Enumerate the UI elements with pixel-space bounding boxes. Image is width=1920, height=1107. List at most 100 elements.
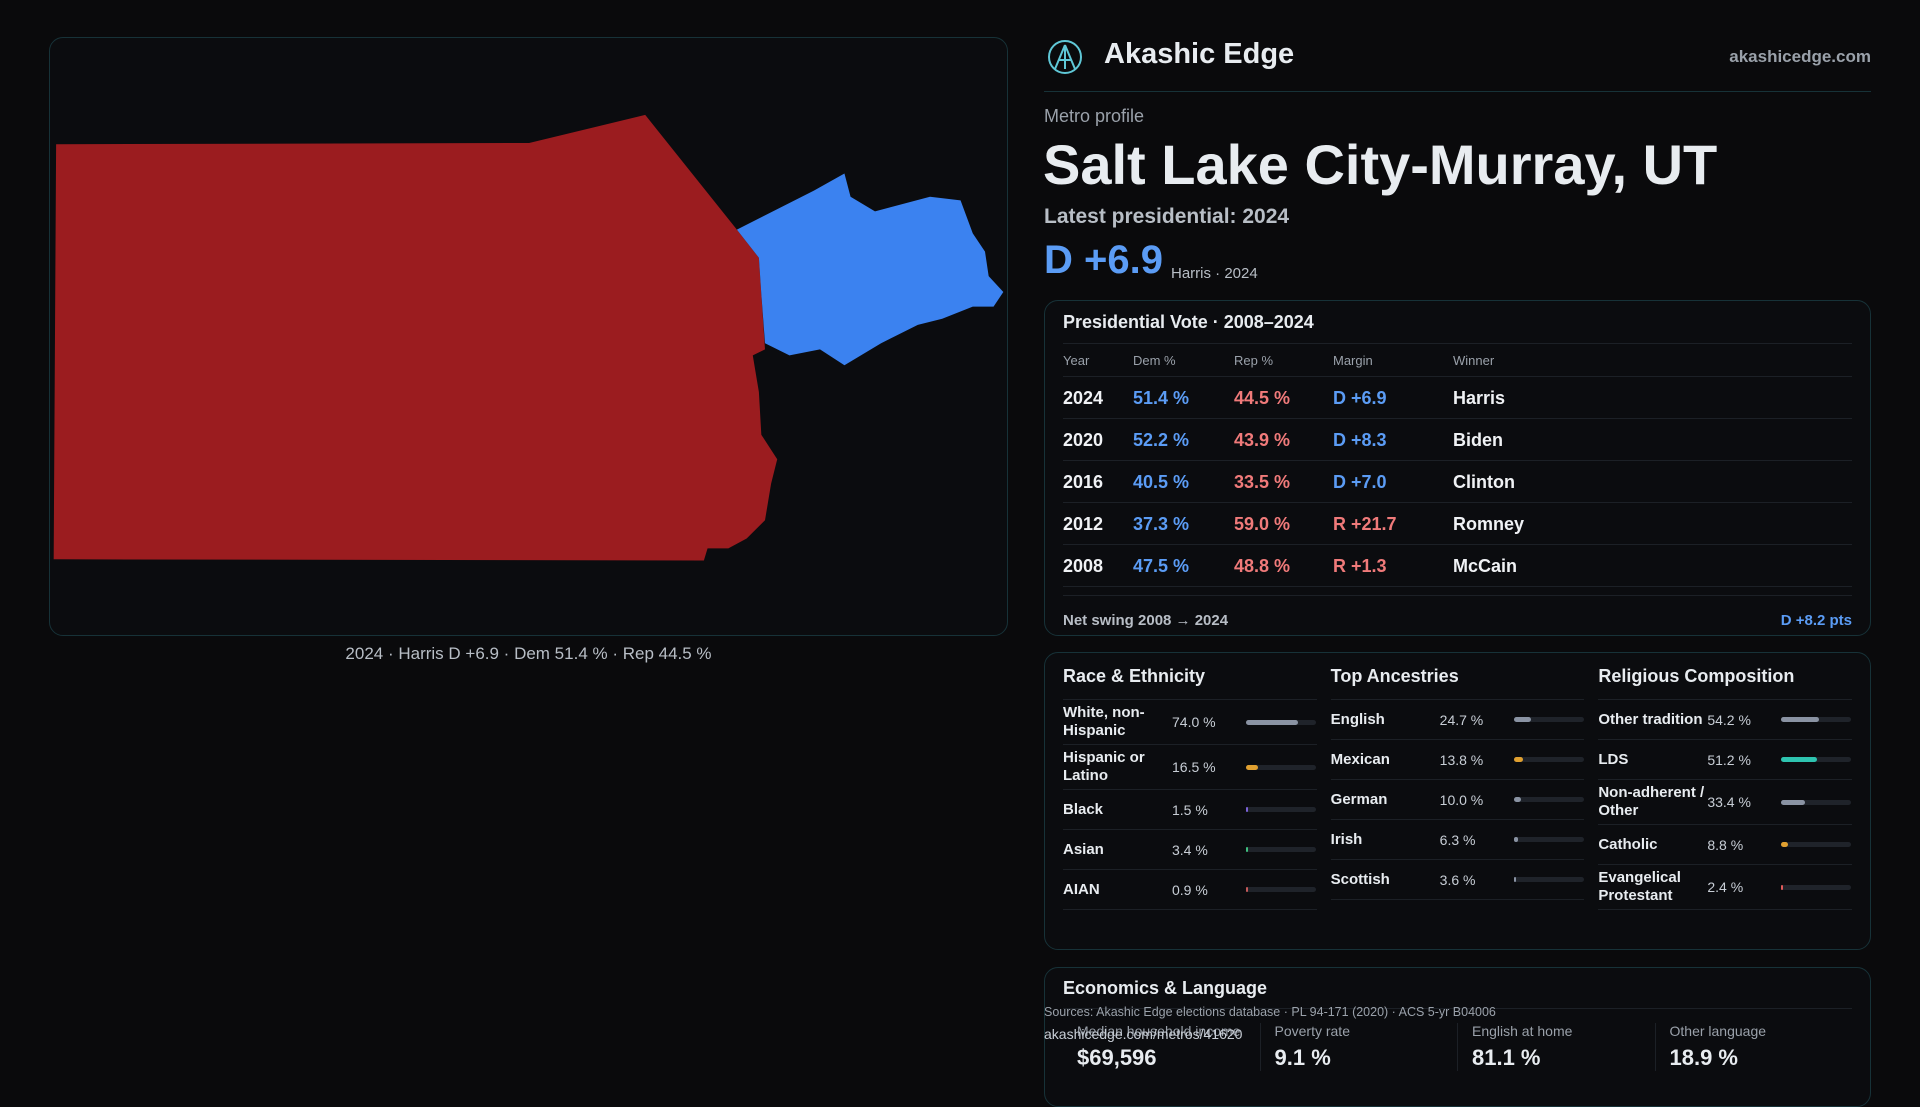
row-label: Black	[1063, 800, 1104, 818]
table-cell: 51.4 %	[1133, 388, 1190, 408]
bar-track	[1781, 842, 1852, 847]
demographics-panel: Race & Ethnicity White, non-Hispanic 74.0 …	[1044, 652, 1871, 950]
row-value: 1.5 %	[1172, 801, 1208, 818]
bar	[1513, 837, 1519, 842]
table-cell: 44.5 %	[1234, 388, 1291, 408]
sources: Sources: Akashic Edge elections database…	[1044, 1005, 1496, 1019]
table-header: Year Dem % Rep % Margin Winner	[1063, 344, 1852, 377]
bar-track	[1246, 847, 1316, 852]
bar-track	[1513, 837, 1584, 842]
row-value: 0.9 %	[1172, 881, 1208, 898]
row-value: 8.8 %	[1707, 836, 1744, 853]
bar	[1781, 842, 1788, 847]
metro-title: Salt Lake City-Murray, UT	[1043, 133, 1718, 196]
bar	[1246, 807, 1248, 812]
table-cell: 2024	[1063, 388, 1104, 408]
headline-margin: D +6.9	[1044, 238, 1163, 282]
row-label: Scottish	[1330, 870, 1390, 888]
demographic-row: AIAN 0.9 %	[1063, 870, 1317, 910]
bar	[1246, 764, 1258, 770]
table-row: 2008 47.5 % 48.8 % R +1.3 McCain	[1063, 545, 1852, 587]
row-value: 54.2 %	[1707, 711, 1751, 728]
stat-label: Poverty rate	[1274, 1023, 1350, 1039]
table-row: 2016 40.5 % 33.5 % D +7.0 Clinton	[1063, 461, 1852, 503]
demographic-column: Religious Composition Other tradition 54.2…	[1598, 653, 1853, 949]
table-cell: Biden	[1453, 430, 1504, 450]
table-cell: 48.8 %	[1234, 556, 1291, 576]
stat-label: English at home	[1472, 1023, 1573, 1039]
latest: Latest presidential: 2024	[1044, 205, 1290, 228]
table-row: 2012 37.3 % 59.0 % R +21.7 Romney	[1063, 503, 1852, 545]
row-label: Catholic	[1598, 835, 1658, 853]
row-label: Irish	[1330, 830, 1363, 848]
bar	[1246, 887, 1248, 892]
row-value: 24.7 %	[1439, 711, 1484, 728]
table-cell: 47.5 %	[1133, 556, 1190, 576]
metro-link[interactable]: akashicedge.com/metros/41620	[1044, 1026, 1243, 1042]
footer-value: D +8.2 pts	[1780, 612, 1852, 629]
kicker: Metro profile	[1044, 106, 1145, 126]
bar	[1781, 757, 1818, 762]
stat-label: Median household income	[1077, 1023, 1241, 1039]
table-cell: McCain	[1453, 556, 1518, 576]
table-cell: D +6.9	[1333, 388, 1387, 408]
bar-track	[1246, 764, 1316, 770]
brand: Akashic Edge	[1104, 38, 1295, 70]
row-value: 3.6 %	[1439, 871, 1476, 888]
column-header: Rep %	[1234, 353, 1274, 368]
table-cell: 2008	[1063, 556, 1104, 576]
table-row: 2020 52.2 % 43.9 % D +8.3 Biden	[1063, 419, 1852, 461]
bar	[1513, 757, 1524, 762]
table-cell: Clinton	[1453, 472, 1515, 492]
bar	[1513, 797, 1521, 802]
demographic-column: Race & Ethnicity White, non-Hispanic 74.0 …	[1063, 653, 1317, 949]
row-label: Evangelical Protestant	[1598, 869, 1681, 904]
bar-track	[1246, 807, 1316, 812]
demographic-row: Evangelical Protestant 2.4 %	[1598, 865, 1853, 910]
bar-track	[1513, 757, 1584, 762]
table-cell: Harris	[1453, 388, 1506, 408]
vote-panel: Presidential Vote · 2008–2024 Year Dem % Re…	[1044, 300, 1871, 636]
bar	[1781, 717, 1820, 722]
table-cell: D +8.3	[1333, 430, 1387, 450]
table-footer: Net swing 2008 → 2024 D +8.2 pts	[1063, 595, 1852, 644]
table-cell: 33.5 %	[1234, 472, 1291, 492]
table-cell: 37.3 %	[1133, 514, 1190, 534]
margin-note: Harris · 2024	[1171, 265, 1258, 282]
bar	[1781, 799, 1805, 805]
bar	[1513, 717, 1531, 722]
site[interactable]: akashicedge.com	[1729, 47, 1871, 66]
bar-track	[1513, 877, 1584, 882]
row-label: Other tradition	[1598, 710, 1703, 728]
demographic-row: English 24.7 %	[1330, 700, 1585, 740]
panel-title: Race & Ethnicity	[1063, 653, 1317, 700]
row-label: White, non-Hispanic	[1063, 704, 1145, 739]
column-header: Winner	[1453, 353, 1495, 368]
demographic-row: White, non-Hispanic 74.0 %	[1063, 700, 1317, 745]
bar	[1246, 847, 1249, 852]
row-value: 2.4 %	[1707, 879, 1744, 895]
demographic-row: Scottish 3.6 %	[1330, 860, 1585, 900]
demographic-column: Top Ancestries English 24.7 % Mexican 13.8 %…	[1330, 653, 1585, 949]
footer-label: Net swing 2008 → 2024	[1063, 612, 1229, 629]
stat: English at home 81.1 %	[1457, 1023, 1655, 1071]
bar	[1513, 877, 1517, 882]
stat: Other language 18.9 %	[1654, 1023, 1853, 1071]
demographic-row: Catholic 8.8 %	[1598, 825, 1853, 865]
stat-value: $69,596	[1077, 1045, 1157, 1070]
demographic-row: Non-adherent / Other 33.4 %	[1598, 780, 1853, 825]
table-title: Presidential Vote · 2008–2024	[1063, 301, 1852, 344]
demographic-row: Asian 3.4 %	[1063, 830, 1317, 870]
divider	[1044, 91, 1871, 92]
demographic-row: Other tradition 54.2 %	[1598, 700, 1853, 740]
column-header: Dem %	[1133, 353, 1176, 368]
bar-track	[1781, 717, 1852, 722]
row-label: Asian	[1063, 840, 1104, 858]
bar-track	[1246, 887, 1316, 892]
stat: Median household income $69,596	[1063, 1023, 1260, 1071]
table-cell: 43.9 %	[1234, 430, 1291, 450]
table-cell: 2012	[1063, 514, 1104, 534]
demographic-row: Black 1.5 %	[1063, 790, 1317, 830]
bar-track	[1513, 717, 1584, 722]
column-header: Margin	[1333, 353, 1373, 368]
